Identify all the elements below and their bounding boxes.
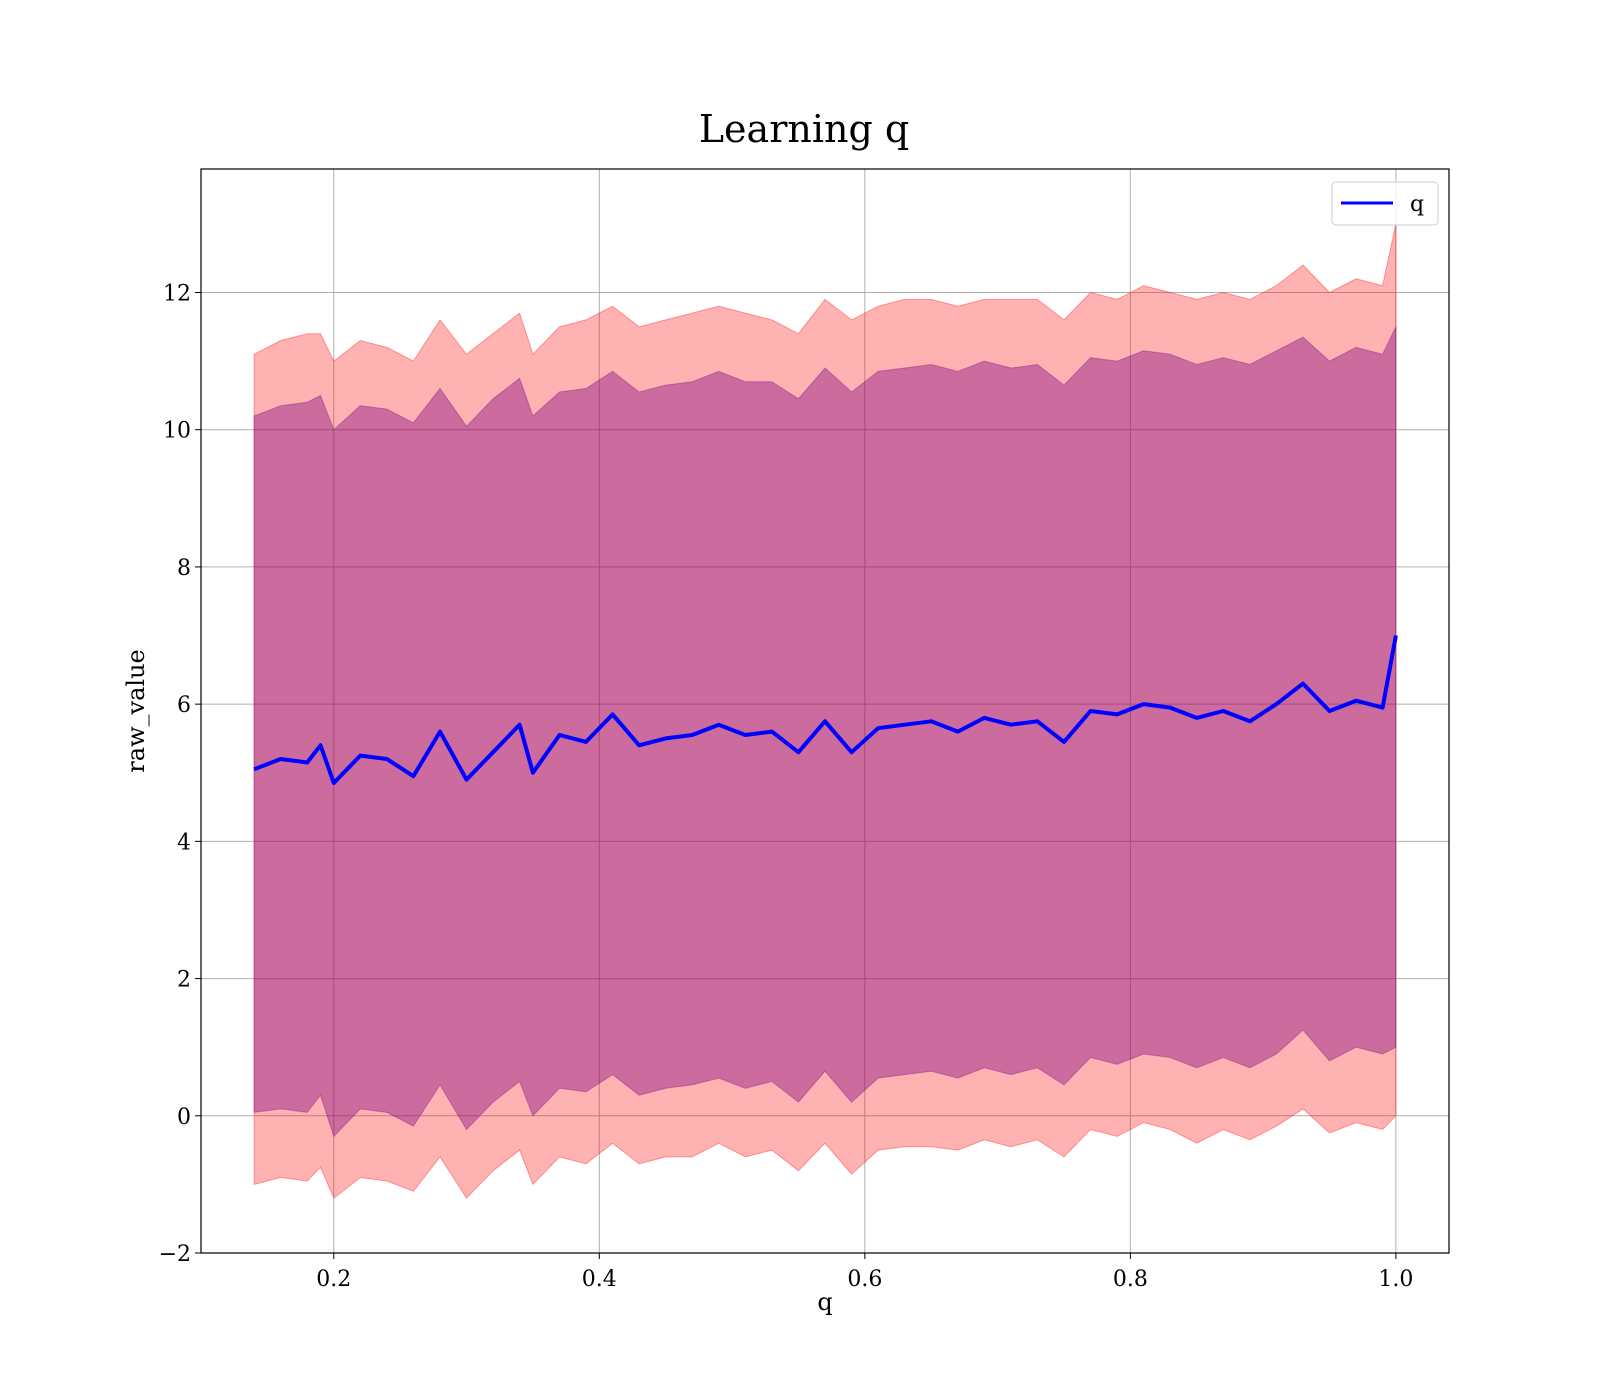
series-lines	[253, 635, 1398, 785]
y-axis: −2 0 2 4 6 8 10 12	[159, 281, 201, 1267]
confidence-bands	[253, 223, 1397, 1199]
x-tick-label: 0.2	[316, 1267, 351, 1292]
x-axis: 0.2 0.4 0.6 0.8 1.0	[316, 1253, 1413, 1292]
y-tick-label: −2	[159, 1242, 191, 1267]
band-inner	[253, 326, 1397, 1138]
y-tick-label: 4	[177, 830, 191, 855]
x-tick-label: 0.4	[582, 1267, 617, 1292]
plot-frame	[200, 168, 1450, 1254]
y-tick-label: 0	[177, 1105, 191, 1130]
y-tick-label: 10	[163, 419, 191, 444]
y-tick-label: 6	[177, 693, 191, 718]
y-tick-label: 8	[177, 556, 191, 581]
legend-label-q: q	[1410, 192, 1424, 217]
x-axis-label: q	[817, 1288, 832, 1316]
x-tick-label: 0.8	[1113, 1267, 1148, 1292]
y-tick-label: 12	[163, 281, 191, 306]
chart-title: Learning q	[699, 107, 909, 151]
y-axis-label: raw_value	[122, 649, 150, 773]
legend: q	[1331, 181, 1439, 226]
y-tick-label: 2	[177, 968, 191, 993]
grid	[201, 169, 1449, 1254]
series-line-q	[253, 635, 1398, 785]
x-tick-label: 1.0	[1378, 1267, 1413, 1292]
x-tick-label: 0.6	[847, 1267, 882, 1292]
band-outer	[253, 223, 1397, 1199]
